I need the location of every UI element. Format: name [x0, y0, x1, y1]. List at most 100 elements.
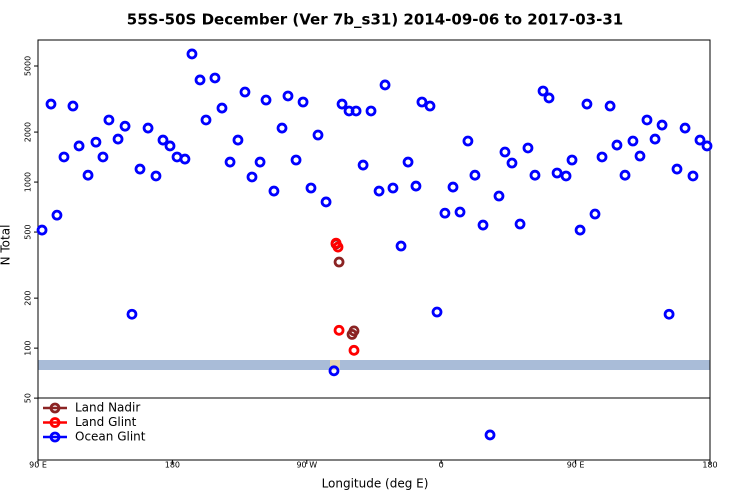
point [328, 365, 340, 377]
point [305, 182, 317, 194]
point [126, 308, 138, 320]
point [336, 98, 348, 110]
point [589, 208, 601, 220]
point [627, 135, 639, 147]
point [290, 154, 302, 166]
point [514, 218, 526, 230]
point [454, 206, 466, 218]
plot-frame [37, 39, 711, 461]
point [611, 139, 623, 151]
point [560, 170, 572, 182]
point [379, 79, 391, 91]
point [67, 100, 79, 112]
point [373, 185, 385, 197]
y-tick-label: 50 [24, 393, 33, 403]
y-tick-label: 200 [24, 291, 33, 306]
point [395, 240, 407, 252]
point [348, 344, 360, 356]
point [649, 133, 661, 145]
point [529, 169, 541, 181]
legend-marker [49, 417, 61, 428]
point [36, 224, 48, 236]
point [687, 170, 699, 182]
band-highlight [330, 360, 340, 370]
x-tick-label: 180 [165, 461, 180, 470]
point [596, 151, 608, 163]
point [493, 190, 505, 202]
point [73, 140, 85, 152]
y-tick-label: 5000 [24, 56, 33, 76]
point [194, 74, 206, 86]
x-tick-label: 90 W [296, 461, 317, 470]
point [469, 169, 481, 181]
point [506, 157, 518, 169]
legend-label: Ocean Glint [75, 430, 146, 444]
point [200, 114, 212, 126]
y-axis-label: N Total [0, 225, 13, 266]
point [164, 140, 176, 152]
legend-marker [49, 431, 61, 443]
point [216, 102, 228, 114]
point [333, 256, 345, 268]
point [51, 209, 63, 221]
point [581, 98, 593, 110]
point [477, 219, 489, 231]
point [551, 167, 563, 179]
point [157, 134, 169, 146]
point [239, 86, 251, 98]
band [38, 360, 710, 370]
point [246, 171, 258, 183]
point [90, 136, 102, 148]
point [232, 134, 244, 146]
point [297, 96, 309, 108]
legend-marker [49, 402, 61, 414]
x-tick-label: 0 [439, 461, 444, 470]
x-tick-label: 90 E [29, 461, 47, 470]
point [574, 224, 586, 236]
point [276, 122, 288, 134]
point [282, 90, 294, 102]
point [357, 159, 369, 171]
chart-title: 55S-50S December (Ver 7b_s31) 2014-09-06… [127, 11, 623, 29]
point [209, 72, 221, 84]
point [350, 105, 362, 117]
point [365, 105, 377, 117]
point [387, 182, 399, 194]
point [134, 163, 146, 175]
point [333, 324, 345, 336]
point [431, 306, 443, 318]
legend-label: Land Glint [75, 415, 137, 429]
point [320, 196, 332, 208]
point [402, 156, 414, 168]
point [462, 135, 474, 147]
point [671, 163, 683, 175]
point [150, 170, 162, 182]
x-tick-label: 180 [702, 461, 717, 470]
y-tick-label: 2000 [24, 122, 33, 142]
point [97, 151, 109, 163]
point [663, 308, 675, 320]
point [634, 150, 646, 162]
point [604, 100, 616, 112]
point [260, 94, 272, 106]
point [522, 142, 534, 154]
point [224, 156, 236, 168]
point [142, 122, 154, 134]
point [186, 48, 198, 60]
x-axis-label: Longitude (deg E) [322, 477, 429, 491]
point [332, 241, 344, 253]
point [499, 146, 511, 158]
point [619, 169, 631, 181]
point [58, 151, 70, 163]
point [543, 92, 555, 104]
legend-label: Land Nadir [75, 401, 140, 415]
point [312, 129, 324, 141]
y-tick-label: 100 [24, 340, 33, 355]
y-tick-label: 500 [24, 224, 33, 239]
point [410, 180, 422, 192]
point [679, 122, 691, 134]
point [439, 207, 451, 219]
point [112, 133, 124, 145]
point [348, 325, 360, 337]
point [447, 181, 459, 193]
